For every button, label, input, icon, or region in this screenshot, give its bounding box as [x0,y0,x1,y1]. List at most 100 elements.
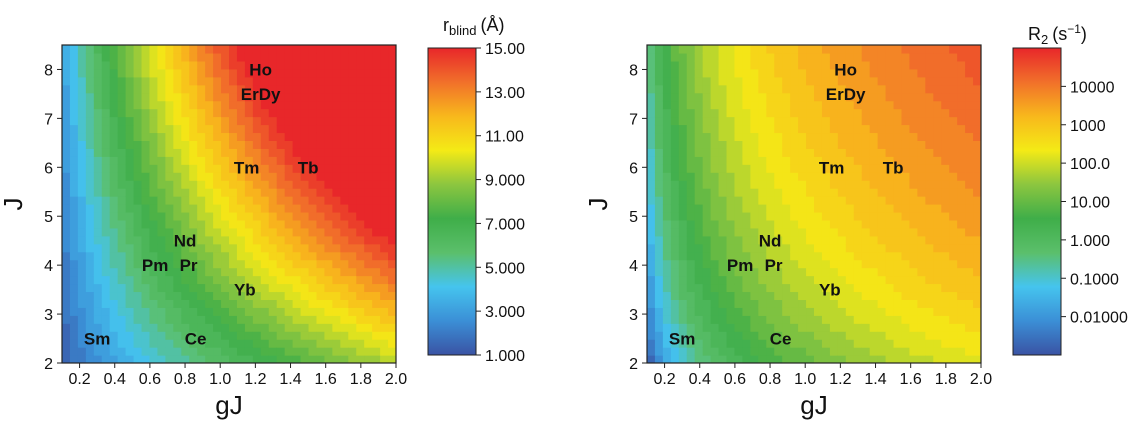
heatmap-cell [332,124,341,134]
heatmap-cell [348,219,357,229]
heatmap-cell [925,100,934,110]
heatmap-cell [197,291,206,300]
heatmap-cell [356,180,365,189]
heatmap-cell [380,156,389,165]
heatmap-cell [798,148,807,157]
heatmap-cell [85,259,95,269]
heatmap-cell [62,219,71,229]
heatmap-cell [782,45,791,54]
heatmap-cell [316,315,326,324]
heatmap-cell [356,68,365,78]
heatmap-cell [734,355,744,363]
heatmap-cell [702,92,712,102]
heatmap-cell [244,331,254,340]
heatmap-cell [774,259,783,269]
heatmap-cell [694,140,704,149]
heatmap-cell [901,140,911,149]
heatmap-cell [173,92,182,102]
heatmap-cell [85,227,95,237]
heatmap-cell [742,323,751,332]
heatmap-cell [901,307,911,316]
heatmap-cell [340,331,349,340]
heatmap-cell [348,76,357,86]
heatmap-cell [125,196,135,205]
heatmap-cell [85,339,95,348]
heatmap-cell [726,188,736,197]
heatmap-cell [157,92,166,102]
heatmap-cell [726,323,736,332]
heatmap-cell [62,68,71,78]
heatmap-cell [957,140,966,149]
heatmap-cell [885,283,895,293]
heatmap-cell [388,283,396,293]
heatmap-cell [957,227,966,237]
heatmap-cell [750,267,759,277]
heatmap-cell [782,116,791,126]
heatmap-cell [324,188,333,197]
heatmap-cell [260,188,270,197]
heatmap-cell [181,164,190,173]
heatmap-cell [244,164,254,173]
heatmap-cell [229,132,238,141]
heatmap-cell [388,76,396,86]
heatmap-cell [814,52,823,62]
heatmap-cell [877,108,887,118]
heatmap-cell [837,180,847,189]
heatmap-cell [718,60,728,70]
heatmap-cell [197,60,206,70]
heatmap-cell [702,299,712,308]
heatmap-cell [647,227,656,237]
heatmap-cell [814,100,823,110]
heatmap-cell [734,124,744,134]
heatmap-cell [750,211,759,221]
heatmap-cell [734,251,744,261]
heatmap-cell [348,52,357,62]
heatmap-cell [157,299,166,308]
heatmap-cell [782,283,791,293]
heatmap-cell [957,196,966,205]
heatmap-cell [853,211,863,221]
heatmap-cell [702,251,712,261]
heatmap-cell [742,124,751,134]
heatmap-cell [292,299,302,308]
heatmap-cell [173,307,182,316]
heatmap-cell [901,68,911,78]
heatmap-cell [774,108,783,118]
heatmap-cell [869,355,879,363]
heatmap-cell [348,156,357,165]
heatmap-cell [917,227,926,237]
heatmap-cell [933,204,942,213]
heatmap-cell [316,235,326,245]
heatmap-cell [718,315,728,324]
colorbar-tick-label: 15.00 [485,41,525,58]
heatmap-cell [694,291,704,300]
heatmap-cell [965,84,974,94]
heatmap-cell [869,116,879,126]
heatmap-cell [774,148,783,157]
heatmap-cell [308,315,318,324]
heatmap-cell [221,116,230,126]
heatmap-cell [909,172,918,181]
heatmap-cell [686,52,696,62]
heatmap-cell [750,172,759,181]
heatmap-cell [316,180,326,189]
heatmap-cell [308,60,318,70]
heatmap-cell [244,92,254,102]
heatmap-cell [654,227,664,237]
heatmap-cell [165,108,174,118]
heatmap-cell [758,124,767,134]
heatmap-cell [917,323,926,332]
heatmap-cell [316,76,326,86]
heatmap-cell [181,156,190,165]
heatmap-cell [877,211,887,221]
heatmap-cell [189,211,198,221]
heatmap-cell [181,180,190,189]
heatmap-cell [213,315,222,324]
heatmap-cell [252,259,262,269]
heatmap-cell [678,251,688,261]
heatmap-cell [236,259,246,269]
heatmap-cell [77,156,87,165]
heatmap-cell [388,347,396,356]
heatmap-cell [284,140,294,149]
heatmap-cell [324,45,333,54]
